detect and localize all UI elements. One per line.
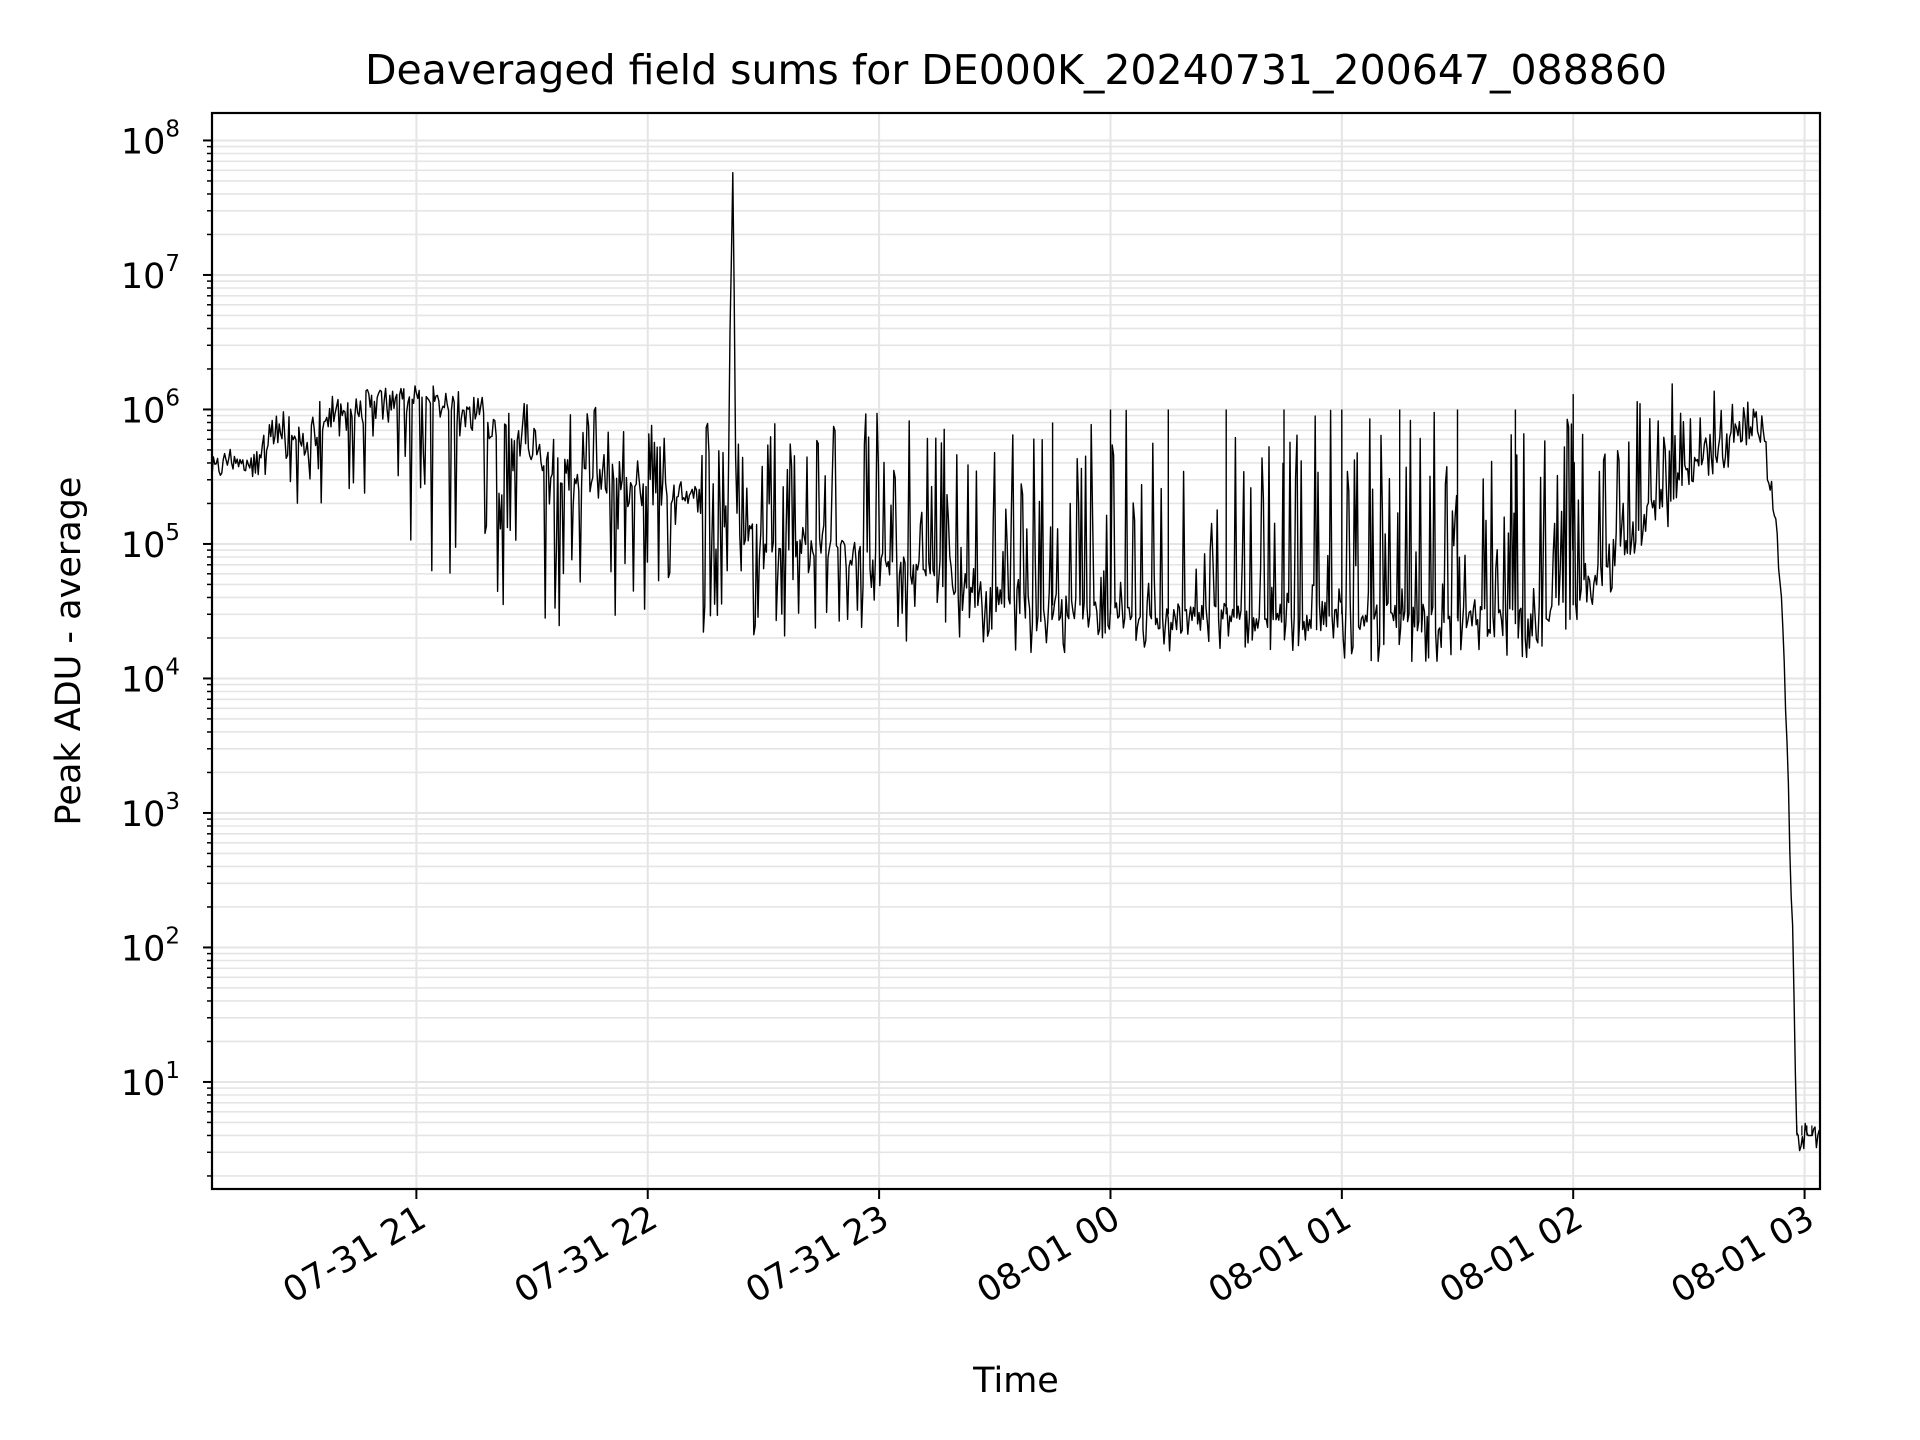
series-line bbox=[211, 172, 1820, 1152]
y-tick-label: 106 bbox=[121, 385, 180, 431]
y-tick-label: 105 bbox=[121, 520, 180, 566]
x-tick-label: 08-01 02 bbox=[1433, 1198, 1589, 1311]
x-tick-label: 08-01 03 bbox=[1665, 1198, 1821, 1311]
x-tick-label: 07-31 23 bbox=[739, 1198, 895, 1311]
y-tick-label: 104 bbox=[121, 654, 180, 700]
y-tick-label: 103 bbox=[121, 789, 180, 835]
y-tick-label: 102 bbox=[121, 923, 180, 969]
chart-title: Deaveraged field sums for DE000K_2024073… bbox=[365, 46, 1667, 94]
y-tick-label: 101 bbox=[121, 1058, 180, 1104]
x-tick-label: 08-01 00 bbox=[971, 1198, 1127, 1311]
x-tick-label: 08-01 01 bbox=[1202, 1198, 1358, 1311]
grid bbox=[212, 113, 1820, 1189]
x-tick-label: 07-31 21 bbox=[277, 1198, 433, 1311]
y-axis-label: Peak ADU - average bbox=[49, 477, 89, 826]
series-layer bbox=[211, 172, 1820, 1152]
plot-frame bbox=[210, 111, 1822, 1191]
y-tick-label: 107 bbox=[121, 251, 180, 297]
x-tick-label: 07-31 22 bbox=[508, 1198, 664, 1311]
y-tick-label: 108 bbox=[121, 116, 180, 162]
x-axis-label: Time bbox=[972, 1361, 1059, 1401]
